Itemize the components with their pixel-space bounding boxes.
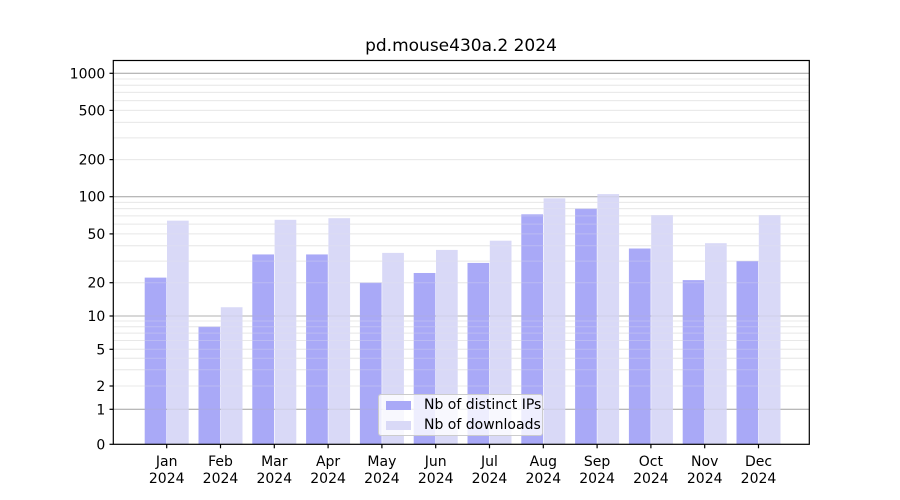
x-tick-label-oct: Oct 2024 [633, 454, 669, 487]
x-tick-label-jun: Jun 2024 [418, 454, 454, 487]
bar-distinct-ips-nov [682, 280, 705, 445]
bar-downloads-feb [220, 307, 243, 445]
y-tick-label: 10 [87, 309, 105, 325]
y-tick-label: 200 [79, 153, 106, 169]
x-tick-label-may: May 2024 [364, 454, 400, 487]
gridlines-overlay [113, 72, 810, 410]
legend-item-distinct-ips: Nb of distinct IPs [386, 395, 542, 415]
x-tick-label-aug: Aug 2024 [525, 454, 561, 487]
bar-distinct-ips-dec [736, 261, 759, 445]
legend-label-distinct-ips: Nb of distinct IPs [424, 397, 542, 413]
bar-downloads-jan [167, 220, 189, 445]
y-tick-label: 500 [79, 103, 106, 119]
bar-distinct-ips-aug [521, 214, 543, 445]
bar-downloads-dec [758, 215, 781, 445]
bar-distinct-ips-mar [252, 254, 274, 445]
x-tick-label-mar: Mar 2024 [256, 454, 292, 487]
y-tick-label: 5 [96, 342, 105, 358]
bar-downloads-sep [597, 194, 620, 445]
x-tick-label-feb: Feb 2024 [203, 454, 239, 487]
bar-distinct-ips-jan [144, 277, 167, 445]
bar-distinct-ips-apr [306, 254, 328, 445]
bars-group [144, 194, 781, 445]
x-tick-label-jan: Jan 2024 [149, 454, 185, 487]
y-tick-label: 100 [79, 190, 106, 206]
y-tick-label: 1000 [70, 66, 106, 82]
downloads-swatch [386, 420, 411, 430]
y-tick-label: 0 [96, 437, 105, 453]
y-tick-label: 20 [87, 276, 105, 292]
y-tick-label: 50 [87, 227, 105, 243]
chart-title: pd.mouse430a.2 2024 [365, 36, 557, 56]
x-axis: Jan 2024 Feb 2024 Mar 2024 Apr 2024 May 2024 Jun 20… [149, 444, 777, 487]
x-tick-label-apr: Apr 2024 [310, 454, 346, 487]
bar-downloads-apr [328, 218, 351, 445]
bar-distinct-ips-feb [198, 326, 221, 445]
distinct-ips-swatch [386, 400, 411, 410]
y-tick-label: 2 [96, 379, 105, 395]
x-tick-label-nov: Nov 2024 [687, 454, 723, 487]
chart-legend: Nb of distinct IPs Nb of downloads [378, 394, 543, 436]
gridlines [113, 72, 810, 410]
bar-downloads-oct [651, 215, 673, 445]
x-tick-label-jul: Jul 2024 [472, 454, 508, 487]
bar-downloads-jul [489, 240, 512, 445]
bar-downloads-nov [705, 243, 727, 445]
bar-distinct-ips-oct [628, 248, 651, 445]
legend-label-downloads: Nb of downloads [424, 417, 541, 433]
bar-distinct-ips-sep [575, 208, 597, 445]
y-axis: 0 1 2 5 10 20 50 100 200 500 1000 [70, 66, 114, 453]
x-tick-label-dec: Dec 2024 [741, 454, 777, 487]
bar-distinct-ips-may [359, 282, 382, 445]
legend-item-downloads: Nb of downloads [386, 415, 542, 435]
plot-border [112, 59, 810, 445]
y-tick-label: 1 [96, 402, 105, 418]
bar-downloads-mar [274, 219, 297, 445]
bar-downloads-aug [543, 198, 566, 445]
x-tick-label-sep: Sep 2024 [579, 454, 615, 487]
